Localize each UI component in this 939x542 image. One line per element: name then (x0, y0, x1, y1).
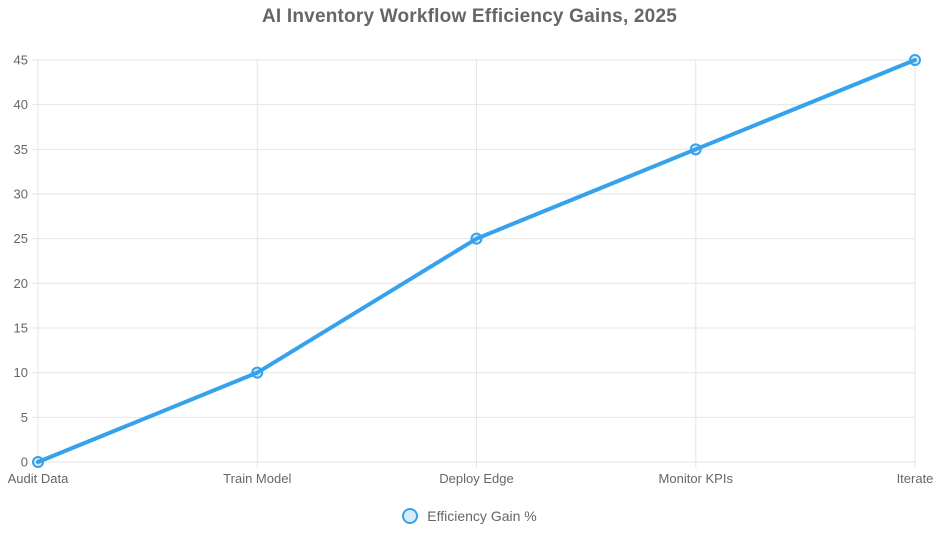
svg-text:20: 20 (14, 276, 28, 291)
svg-text:Iterate: Iterate (897, 471, 934, 486)
legend-point-icon (402, 508, 419, 524)
svg-text:15: 15 (14, 321, 28, 336)
svg-text:35: 35 (14, 142, 28, 157)
svg-text:Audit Data: Audit Data (8, 471, 69, 486)
svg-text:30: 30 (14, 187, 28, 202)
svg-text:10: 10 (14, 365, 28, 380)
svg-text:25: 25 (14, 231, 28, 246)
legend-item[interactable]: Efficiency Gain % (0, 508, 939, 524)
svg-text:0: 0 (21, 455, 28, 470)
svg-text:Train Model: Train Model (223, 471, 291, 486)
svg-text:Deploy Edge: Deploy Edge (439, 471, 513, 486)
svg-text:40: 40 (14, 97, 28, 112)
svg-text:5: 5 (21, 410, 28, 425)
svg-text:Monitor KPIs: Monitor KPIs (659, 471, 734, 486)
chart-title: AI Inventory Workflow Efficiency Gains, … (262, 6, 677, 27)
legend-label: Efficiency Gain % (427, 508, 537, 524)
svg-text:45: 45 (14, 53, 28, 68)
